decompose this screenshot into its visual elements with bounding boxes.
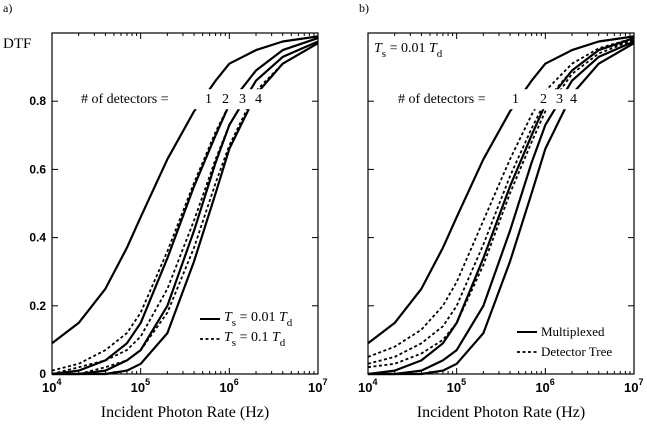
x-tick-label: 105 bbox=[447, 377, 466, 395]
detector-number: 4 bbox=[255, 92, 262, 107]
detector-number: 2 bbox=[222, 92, 229, 107]
detector-count-label: # of detectors = bbox=[398, 92, 486, 107]
x-tick-label-part-0: 10 bbox=[358, 380, 372, 395]
x-tick-label: 106 bbox=[219, 377, 238, 395]
y-tick-label: 0.4 bbox=[29, 231, 46, 245]
x-tick-label-part-1: 4 bbox=[372, 377, 377, 387]
legend-label-part-3: T bbox=[279, 310, 288, 325]
ratio-annotation: Ts = 0.01 Td bbox=[374, 41, 443, 60]
x-tick-label-part-0: 10 bbox=[447, 380, 461, 395]
x-tick-label: 104 bbox=[358, 377, 377, 395]
x-tick-label-part-1: 6 bbox=[234, 377, 239, 387]
legend-label: Ts = 0.01 Td bbox=[224, 310, 293, 329]
annotation-backdrop bbox=[395, 89, 580, 110]
ratio-annotation-part-2: = 0.01 bbox=[386, 41, 429, 56]
annotation-backdrop bbox=[78, 89, 265, 110]
legend-box bbox=[513, 318, 630, 364]
x-tick-label-part-1: 7 bbox=[322, 377, 327, 387]
detector-number: 1 bbox=[205, 92, 212, 107]
series-dotted-4-detectors bbox=[52, 42, 319, 375]
ratio-annotation-part-3: T bbox=[429, 41, 438, 56]
x-tick-label-part-0: 10 bbox=[42, 380, 56, 395]
detector-number: 2 bbox=[540, 92, 547, 107]
series-solid-1-detectors bbox=[367, 35, 635, 345]
legend-label-part-4: d bbox=[287, 317, 293, 329]
x-axis-label: Incident Photon Rate (Hz) bbox=[417, 404, 585, 421]
detector-number: 3 bbox=[239, 92, 246, 107]
x-tick-label: 106 bbox=[535, 377, 554, 395]
legend-label: Ts = 0.1 Td bbox=[224, 330, 286, 349]
series-dotted-3-detectors bbox=[367, 38, 635, 365]
legend-label-part-2: = 0.1 bbox=[236, 330, 272, 345]
legend-label-part-1: s bbox=[232, 317, 236, 329]
x-tick-label-part-1: 7 bbox=[638, 377, 643, 387]
y-tick-label: 0 bbox=[39, 367, 46, 381]
ratio-annotation-part-1: s bbox=[382, 48, 386, 60]
legend-label: Multiplexed bbox=[541, 324, 605, 339]
x-tick-label-part-1: 4 bbox=[56, 377, 61, 387]
y-tick-label: 0.2 bbox=[29, 299, 46, 313]
panel-label: a) bbox=[3, 1, 12, 15]
ratio-annotation-part-4: d bbox=[437, 48, 443, 60]
axes-box bbox=[51, 32, 319, 375]
y-tick-label: 0.8 bbox=[29, 94, 46, 108]
x-tick-label-part-1: 6 bbox=[550, 377, 555, 387]
x-tick-label: 104 bbox=[42, 377, 61, 395]
x-tick-label: 107 bbox=[308, 377, 327, 395]
legend-label-part-3: T bbox=[272, 330, 281, 345]
detector-count-label: # of detectors = bbox=[81, 92, 169, 107]
legend-box bbox=[196, 305, 312, 351]
panel-label: b) bbox=[359, 1, 369, 15]
x-tick-label-part-0: 10 bbox=[535, 380, 549, 395]
x-tick-label-part-1: 5 bbox=[145, 377, 150, 387]
detector-number: 3 bbox=[556, 92, 563, 107]
x-tick-label-part-0: 10 bbox=[219, 380, 233, 395]
y-tick-label: 0.6 bbox=[29, 162, 46, 176]
legend-label-part-2: = 0.01 bbox=[236, 310, 279, 325]
detector-number: 4 bbox=[570, 92, 577, 107]
legend-label-part-4: d bbox=[280, 337, 286, 349]
legend-label-part-0: T bbox=[224, 310, 233, 325]
legend-label-part-0: T bbox=[224, 330, 233, 345]
series-solid-1-detectors bbox=[51, 35, 319, 345]
series-solid-3-detectors bbox=[368, 40, 635, 376]
x-tick-label: 105 bbox=[131, 377, 150, 395]
series-dotted-4-detectors bbox=[367, 38, 635, 369]
x-axis-label: Incident Photon Rate (Hz) bbox=[101, 404, 269, 421]
legend-label: Detector Tree bbox=[541, 344, 612, 359]
x-tick-label-part-0: 10 bbox=[131, 380, 145, 395]
legend-label-part-1: s bbox=[232, 337, 236, 349]
x-tick-label-part-0: 10 bbox=[308, 380, 322, 395]
legend: Multiplexed Detector Tree bbox=[513, 318, 630, 364]
series-dotted-3-detectors bbox=[51, 40, 319, 375]
ratio-annotation-part-0: T bbox=[374, 41, 383, 56]
axes-box bbox=[367, 32, 635, 375]
x-tick-label: 107 bbox=[624, 377, 643, 395]
series-dotted-2-detectors bbox=[367, 37, 635, 358]
x-tick-label-part-1: 5 bbox=[461, 377, 466, 387]
detector-number: 1 bbox=[512, 92, 519, 107]
x-tick-label-part-0: 10 bbox=[624, 380, 638, 395]
y-axis-label: DTF bbox=[3, 36, 31, 52]
series-solid-2-detectors bbox=[367, 37, 635, 376]
